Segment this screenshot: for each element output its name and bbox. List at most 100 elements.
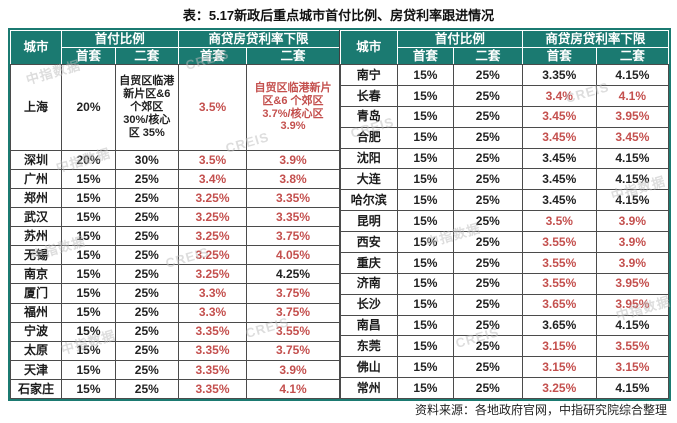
table-title: 表：5.17新政后重点城市首付比例、房贷利率跟进情况 xyxy=(182,8,495,23)
right-table-header: 城市 首付比例 商贷房贷利率下限 首套 二套 首套 二套 xyxy=(339,30,670,65)
city-cell: 常州 xyxy=(339,377,398,399)
first-home-header: 首套 xyxy=(60,47,117,65)
table-row: 广州 15% 25% 3.4% 3.8% xyxy=(10,169,340,190)
rate-first-cell: 3.35% xyxy=(177,378,248,400)
rate-first-cell: 3.5% xyxy=(521,210,597,232)
second-home-header: 二套 xyxy=(246,47,340,65)
down-first-cell: 20% xyxy=(60,64,117,151)
rate-first-cell: 3.5% xyxy=(177,149,248,171)
city-cell: 上海 xyxy=(10,64,62,151)
table-row: 长沙 15% 25% 3.65% 3.95% xyxy=(339,293,670,316)
table-row: 长春 15% 25% 3.4% 4.1% xyxy=(339,84,670,107)
down-second-cell: 25% xyxy=(115,245,179,266)
table-row: 佛山 15% 25% 3.15% 3.15% xyxy=(339,356,670,379)
down-second-cell: 30% xyxy=(115,149,179,171)
table-row: 济南 15% 25% 3.55% 3.95% xyxy=(339,272,670,295)
down-payment-group-header: 首付比例 xyxy=(60,30,179,48)
down-second-cell: 25% xyxy=(452,251,523,274)
rate-first-cell: 3.4% xyxy=(521,84,597,107)
down-first-cell: 15% xyxy=(396,335,454,358)
down-second-cell: 25% xyxy=(452,356,523,379)
down-first-cell: 15% xyxy=(396,231,454,253)
down-second-cell: 25% xyxy=(115,264,179,285)
down-first-cell: 15% xyxy=(60,378,117,400)
city-cell: 西安 xyxy=(339,231,398,253)
second-home-header: 二套 xyxy=(452,47,523,65)
down-second-cell: 25% xyxy=(452,314,523,337)
rate-first-cell: 3.55% xyxy=(521,251,597,274)
down-first-cell: 15% xyxy=(396,84,454,107)
table-row: 常州 15% 25% 3.25% 4.15% xyxy=(339,377,670,399)
rate-first-cell: 3.55% xyxy=(521,231,597,253)
rate-second-cell: 3.9% xyxy=(246,149,340,171)
city-cell: 武汉 xyxy=(10,207,62,228)
down-first-cell: 15% xyxy=(396,189,454,212)
down-second-cell: 25% xyxy=(115,340,179,361)
city-cell: 济南 xyxy=(339,272,398,295)
rate-second-cell: 3.9% xyxy=(246,359,340,380)
city-cell: 长春 xyxy=(339,84,398,107)
rate-first-cell: 3.35% xyxy=(177,321,248,342)
down-first-cell: 15% xyxy=(60,359,117,380)
city-header: 城市 xyxy=(339,30,398,65)
table-row: 南昌 15% 25% 3.65% 4.15% xyxy=(339,314,670,337)
down-first-cell: 15% xyxy=(60,302,117,323)
table-row: 大连 15% 25% 3.45% 4.15% xyxy=(339,168,670,191)
left-table-body: 上海 20% 自贸区临港新片区&6 个郊区 30%/核心区 35% 3.5% 自贸区临港… xyxy=(10,64,340,400)
down-first-cell: 15% xyxy=(60,283,117,304)
table-row: 重庆 15% 25% 3.55% 3.9% xyxy=(339,251,670,274)
city-cell: 合肥 xyxy=(339,126,398,149)
table-row: 哈尔滨 15% 25% 3.45% 4.15% xyxy=(339,189,670,212)
right-table: 城市 首付比例 商贷房贷利率下限 首套 二套 首套 二套 南宁 15% 25% 3.3… xyxy=(339,30,670,399)
down-payment-group-header: 首付比例 xyxy=(396,30,523,48)
rate-second-cell: 3.9% xyxy=(595,231,670,253)
city-cell: 宁波 xyxy=(10,321,62,342)
down-first-cell: 15% xyxy=(60,169,117,190)
city-cell: 石家庄 xyxy=(10,378,62,400)
rate-first-cell: 3.45% xyxy=(521,105,597,128)
down-second-cell: 25% xyxy=(452,377,523,399)
rate-second-cell: 4.1% xyxy=(246,378,340,400)
down-first-cell: 15% xyxy=(60,264,117,285)
rate-first-cell: 3.25% xyxy=(177,226,248,247)
rate-first-cell: 3.3% xyxy=(177,302,248,323)
table-row: 南京 15% 25% 3.25% 4.25% xyxy=(10,264,340,285)
table-row: 郑州 15% 25% 3.25% 3.35% xyxy=(10,188,340,209)
rate-first-cell: 3.45% xyxy=(521,168,597,191)
city-cell: 大连 xyxy=(339,168,398,191)
down-second-cell: 25% xyxy=(115,207,179,228)
down-second-cell: 25% xyxy=(452,147,523,170)
down-second-cell: 25% xyxy=(115,321,179,342)
down-second-cell: 25% xyxy=(452,335,523,358)
down-second-cell: 25% xyxy=(452,272,523,295)
down-second-cell: 25% xyxy=(115,359,179,380)
down-second-cell: 25% xyxy=(115,169,179,190)
rate-second-cell: 3.15% xyxy=(595,356,670,379)
rate-second-cell: 3.35% xyxy=(246,207,340,228)
table-row: 厦门 15% 25% 3.3% 3.75% xyxy=(10,283,340,304)
city-cell: 广州 xyxy=(10,169,62,190)
rate-first-cell: 3.5% xyxy=(177,64,248,151)
left-table: 城市 首付比例 商贷房贷利率下限 首套 二套 首套 二套 上海 20% 自贸区临港新… xyxy=(10,30,340,400)
table-row: 合肥 15% 25% 3.45% 3.45% xyxy=(339,126,670,149)
down-first-cell: 15% xyxy=(396,314,454,337)
table-row: 武汉 15% 25% 3.25% 3.35% xyxy=(10,207,340,228)
rate-second-cell: 3.95% xyxy=(595,105,670,128)
rate-second-cell: 4.15% xyxy=(595,168,670,191)
table-row: 石家庄 15% 25% 3.35% 4.1% xyxy=(10,378,340,400)
down-first-cell: 15% xyxy=(396,377,454,399)
first-home-header: 首套 xyxy=(177,47,248,65)
down-second-cell: 自贸区临港新片区&6 个郊区 30%/核心区 35% xyxy=(115,64,179,151)
rate-second-cell: 4.1% xyxy=(595,84,670,107)
rate-second-cell: 4.15% xyxy=(595,189,670,212)
rate-second-cell: 3.55% xyxy=(246,321,340,342)
rate-second-cell: 自贸区临港新片区&6 个郊区 3.7%/核心区 3.9% xyxy=(246,64,340,151)
down-second-cell: 25% xyxy=(115,188,179,209)
down-second-cell: 25% xyxy=(452,126,523,149)
city-cell: 郑州 xyxy=(10,188,62,209)
table-row: 西安 15% 25% 3.55% 3.9% xyxy=(339,231,670,253)
rate-first-cell: 3.35% xyxy=(177,359,248,380)
down-first-cell: 15% xyxy=(396,356,454,379)
table-row: 福州 15% 25% 3.3% 3.75% xyxy=(10,302,340,323)
right-table-body: 南宁 15% 25% 3.35% 4.15% 长春 15% 25% 3.4% 4.1% 青岛 15% 2… xyxy=(339,64,670,399)
